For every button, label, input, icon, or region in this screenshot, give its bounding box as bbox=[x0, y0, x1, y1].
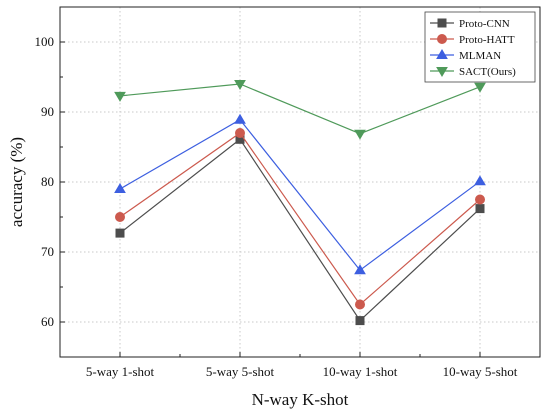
legend-label-mlman: MLMAN bbox=[459, 50, 501, 62]
y-axis-label: accuracy (%) bbox=[7, 137, 26, 227]
x-axis-ticks: 5-way 1-shot 5-way 5-shot 10-way 1-shot 10-… bbox=[86, 352, 518, 379]
series-line-proto-hatt bbox=[119, 132, 481, 306]
data-point-sact-ours bbox=[354, 129, 366, 140]
x-tick-label: 5-way 5-shot bbox=[206, 364, 275, 379]
data-point-sact-ours bbox=[114, 91, 126, 102]
data-point-sact-ours bbox=[474, 82, 486, 93]
series-line-mlman bbox=[119, 118, 481, 272]
legend-label-sact-ours: SACT(Ours) bbox=[459, 66, 516, 78]
data-point-proto-cnn bbox=[355, 316, 365, 326]
x-tick-label: 10-way 1-shot bbox=[323, 364, 398, 379]
legend-marker-sact-ours bbox=[436, 67, 448, 77]
legend-marker-proto-cnn bbox=[437, 18, 447, 28]
y-tick-label: 60 bbox=[41, 314, 54, 329]
y-tick-label: 100 bbox=[35, 34, 55, 49]
grid-lines bbox=[60, 7, 540, 357]
data-point-proto-cnn bbox=[115, 228, 125, 238]
series-line-sact-ours bbox=[119, 83, 481, 135]
data-point-proto-cnn bbox=[475, 204, 485, 214]
data-point-proto-hatt bbox=[355, 299, 365, 310]
legend-marker-mlman bbox=[436, 49, 448, 59]
data-point-proto-hatt bbox=[475, 194, 485, 205]
x-tick-label: 10-way 5-shot bbox=[443, 364, 518, 379]
legend-label-proto-hatt: Proto-HATT bbox=[459, 34, 515, 46]
series-line-proto-cnn bbox=[119, 138, 481, 322]
legend: Proto-CNN Proto-HATT MLMAN SACT(Ours) bbox=[424, 11, 536, 83]
data-point-mlman bbox=[234, 113, 246, 124]
legend-marker-proto-hatt bbox=[437, 34, 447, 44]
y-axis-ticks: 60 70 80 90 100 bbox=[35, 6, 65, 358]
x-axis-label: N-way K-shot bbox=[252, 390, 349, 409]
data-point-mlman bbox=[474, 175, 486, 186]
y-tick-label: 90 bbox=[41, 104, 54, 119]
data-point-mlman bbox=[354, 264, 366, 275]
legend-label-proto-cnn: Proto-CNN bbox=[459, 18, 510, 30]
data-point-sact-ours bbox=[234, 80, 246, 90]
y-tick-label: 80 bbox=[41, 174, 54, 189]
data-point-mlman bbox=[114, 183, 126, 193]
series-layer bbox=[114, 80, 486, 326]
data-point-proto-hatt bbox=[235, 128, 245, 138]
data-point-proto-hatt bbox=[115, 212, 125, 222]
x-tick-label: 5-way 1-shot bbox=[86, 364, 155, 379]
y-tick-label: 70 bbox=[41, 244, 54, 259]
